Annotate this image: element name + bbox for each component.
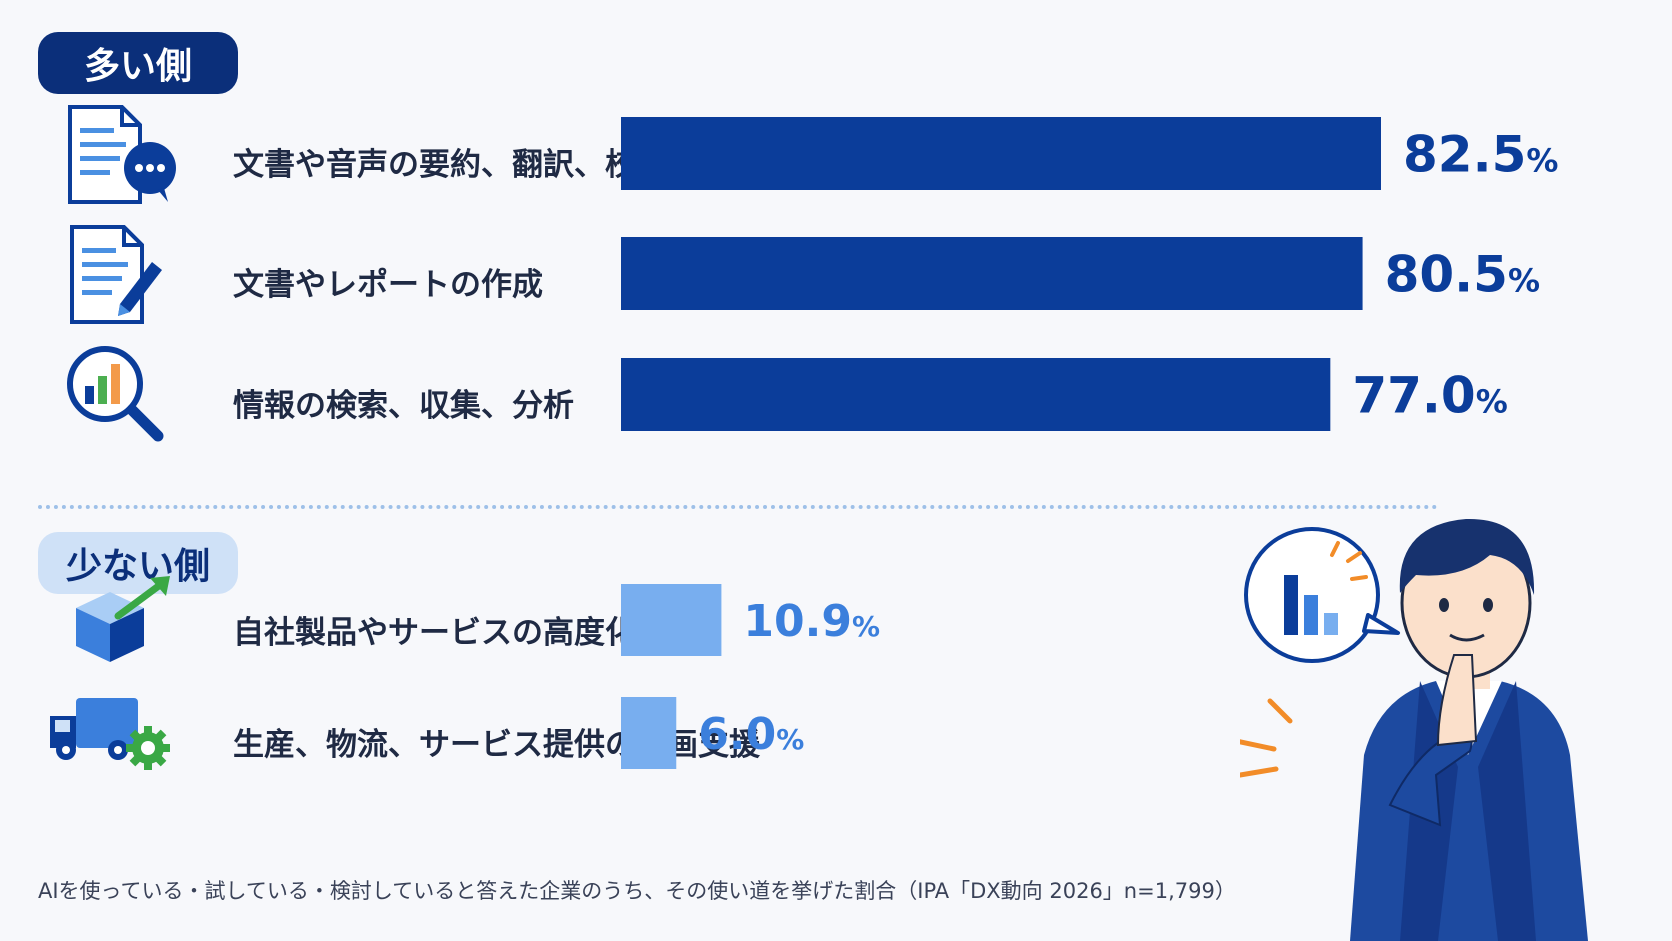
speech-bubble-chart-icon [1244,527,1400,663]
value-label-3: 10.9% [743,596,880,647]
row-label-document-creation: 文書やレポートの作成 [233,267,543,303]
row-label-summary-translation: 文書や音声の要約、翻訳、校正 [233,147,667,183]
row-label-information-search: 情報の検索、収集、分析 [233,388,574,424]
bar-1 [621,237,1363,310]
value-label-0: 82.5% [1403,126,1558,184]
magnifier-chart-icon [67,346,164,442]
row-label-product-advancement: 自社製品やサービスの高度化 [233,615,636,651]
value-label-2: 77.0% [1352,367,1507,425]
document-chat-icon [68,105,176,204]
chart-caption: AIを使っている・試している・検討していると答えた企業のうち、その使い道を挙げた… [38,879,1236,903]
bar-4 [621,697,677,769]
bar-3 [621,584,722,656]
person [1350,518,1588,941]
document-pen-icon [70,225,162,324]
group-divider [38,505,1438,509]
exclamation-lines-icon [1240,698,1293,778]
value-label-1: 80.5% [1385,246,1540,304]
thinking-person-illustration [1240,518,1588,941]
bar-2 [621,358,1331,431]
truck-gear-icon [50,698,170,770]
bar-0 [621,117,1381,190]
group-badge-low: 少ない側 [38,532,238,594]
group-badge-high: 多い側 [38,32,238,94]
box-growth-icon [76,576,170,662]
value-label-4: 6.0% [698,709,804,760]
